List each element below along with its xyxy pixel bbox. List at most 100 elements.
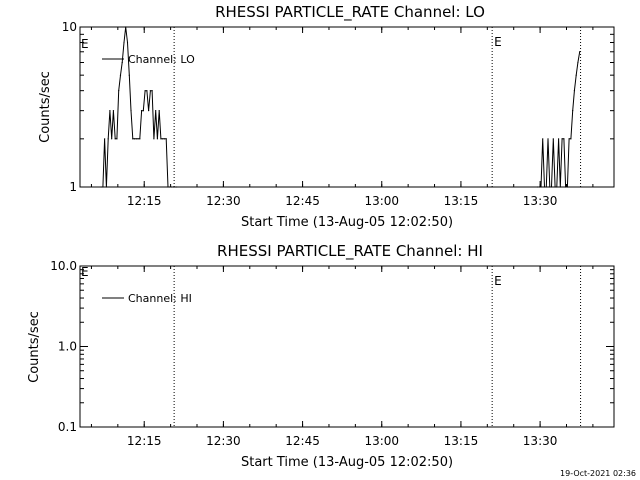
- event-marker-label: E: [494, 35, 502, 49]
- data-point: [545, 186, 547, 188]
- x-tick-label: 12:15: [127, 434, 162, 448]
- panel-hi-frame: [79, 265, 615, 428]
- data-point: [577, 61, 579, 64]
- x-tick-label: 13:30: [523, 194, 558, 208]
- data-point: [109, 110, 111, 112]
- data-point: [566, 186, 568, 188]
- data-point: [118, 90, 120, 92]
- data-point: [174, 186, 176, 188]
- data-point: [550, 186, 553, 188]
- panel-lo-legend: Channel: LO: [102, 53, 195, 66]
- data-point: [554, 186, 556, 188]
- panel-hi-ylabel: Counts/sec: [27, 311, 42, 383]
- data-point: [104, 138, 106, 140]
- data-point: [170, 186, 173, 188]
- panel-lo: RHESSI PARTICLE_RATE Channel: LO Counts/…: [38, 3, 615, 230]
- data-point: [552, 138, 554, 140]
- data-point: [119, 74, 122, 76]
- data-point: [139, 138, 141, 140]
- data-point: [579, 51, 581, 53]
- data-point: [538, 186, 540, 188]
- data-point: [121, 61, 123, 64]
- data-point: [130, 110, 132, 112]
- panel-lo-xlabel: Start Time (13-Aug-05 12:02:50): [241, 215, 453, 230]
- data-point: [123, 41, 125, 44]
- series-line: [101, 26, 581, 188]
- panel-lo-ylabel: Counts/sec: [38, 71, 53, 143]
- panel-hi-legend-label: Channel: HI: [128, 292, 192, 305]
- panel-lo-markers: E: [173, 27, 582, 187]
- data-point: [158, 110, 160, 112]
- data-point: [105, 186, 107, 188]
- x-tick-label: 12:30: [206, 194, 241, 208]
- data-point: [111, 138, 113, 140]
- data-point: [163, 138, 166, 140]
- data-point: [540, 186, 542, 188]
- data-point: [116, 138, 118, 140]
- data-point: [107, 138, 109, 140]
- y-tick-label: 0.1: [58, 420, 77, 434]
- data-point: [165, 138, 167, 140]
- data-point: [151, 90, 153, 92]
- data-point: [133, 138, 136, 140]
- data-point: [146, 90, 148, 92]
- data-point: [126, 41, 129, 44]
- data-point: [160, 138, 162, 140]
- panel-lo-series: [100, 26, 581, 188]
- panel-hi-legend: Channel: HI: [102, 292, 192, 305]
- data-point: [156, 138, 159, 140]
- x-tick-label: 12:30: [206, 434, 241, 448]
- panel-lo-frame: [79, 26, 615, 188]
- y-tick-label: 1: [69, 180, 77, 194]
- panel-lo-yticks: 1 10: [62, 20, 614, 194]
- data-point: [573, 90, 576, 92]
- data-point: [112, 110, 115, 112]
- panel-lo-xticks: 12:15 12:30 12:45 13:00 13:15 13:30: [90, 27, 594, 208]
- x-tick-label: 12:15: [127, 194, 162, 208]
- data-point: [169, 186, 171, 188]
- panel-hi: RHESSI PARTICLE_RATE Channel: HI Counts/…: [27, 242, 615, 470]
- panel-hi-xticks: 12:15 12:30 12:45 13:00 13:15 13:30: [90, 266, 594, 448]
- panel-hi-title: RHESSI PARTICLE_RATE Channel: HI: [217, 242, 483, 261]
- data-point: [149, 90, 151, 92]
- data-point: [135, 138, 137, 140]
- data-point: [102, 186, 104, 188]
- panel-lo-title: RHESSI PARTICLE_RATE Channel: LO: [215, 3, 485, 22]
- data-point: [561, 138, 563, 140]
- x-tick-label: 13:00: [364, 434, 399, 448]
- data-point: [559, 186, 561, 188]
- data-point: [140, 110, 143, 112]
- y-tick-label: 10.0: [50, 259, 77, 273]
- x-tick-label: 13:15: [444, 434, 479, 448]
- data-point: [563, 138, 565, 140]
- data-point: [543, 186, 546, 188]
- data-point: [575, 74, 577, 76]
- data-point: [557, 138, 560, 140]
- panel-hi-yticks: 0.1 1.0 10.0: [50, 259, 614, 434]
- data-point: [542, 138, 544, 140]
- panel-lo-legend-label: Channel: LO: [128, 53, 195, 66]
- panel-hi-markers: E: [173, 266, 582, 427]
- data-point: [148, 110, 150, 112]
- x-tick-label: 13:15: [444, 194, 479, 208]
- data-point: [132, 138, 134, 140]
- data-point: [167, 186, 169, 188]
- footer-timestamp: 19-Oct-2021 02:36: [560, 469, 636, 478]
- data-point: [137, 138, 139, 140]
- y-tick-label: 10: [62, 20, 77, 34]
- data-point: [144, 90, 146, 92]
- y-tick-label: 1.0: [58, 340, 77, 354]
- data-point: [142, 110, 144, 112]
- event-marker-label: E: [494, 274, 502, 288]
- x-tick-label: 13:30: [523, 434, 558, 448]
- data-point: [153, 138, 155, 140]
- panel-hi-xlabel: Start Time (13-Aug-05 12:02:50): [241, 455, 453, 470]
- data-point: [549, 186, 551, 188]
- panel-lo-corner-label: E: [81, 37, 89, 51]
- data-point: [556, 186, 558, 188]
- panel-hi-corner-label: E: [81, 265, 89, 279]
- data-point: [565, 186, 567, 188]
- data-point: [536, 186, 539, 188]
- data-point: [128, 74, 130, 76]
- data-point: [568, 138, 570, 140]
